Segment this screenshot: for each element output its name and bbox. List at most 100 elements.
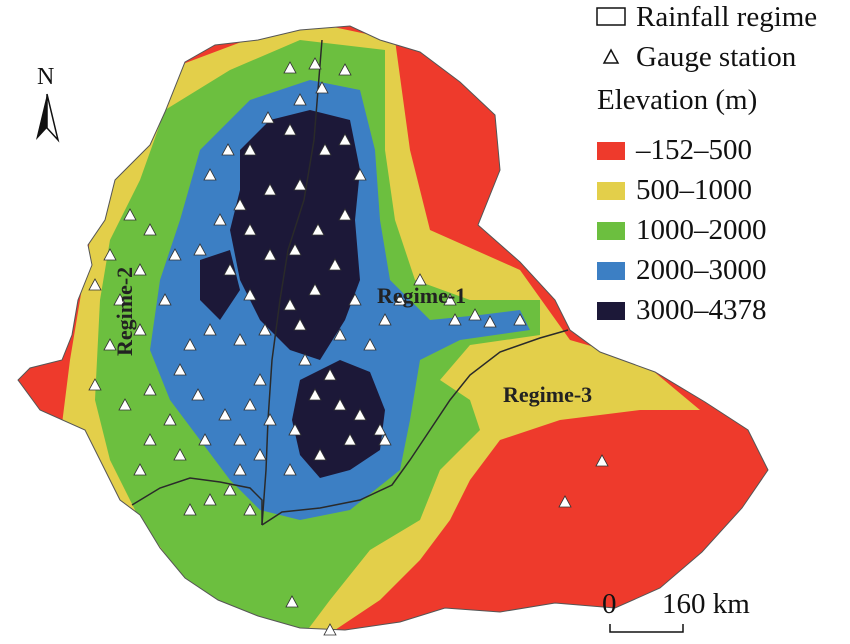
gauge-station-triangle [323, 368, 337, 381]
gauge-station-triangle [338, 133, 352, 146]
gauge-station-triangle [263, 248, 277, 261]
gauge-station-triangle [88, 378, 102, 391]
north-label: N [37, 64, 54, 90]
gauge-station-triangle [113, 293, 127, 306]
rainfall-regime-swatch [596, 7, 626, 26]
gauge-station-triangle [311, 223, 325, 236]
elevation-class-label: 3000–4378 [636, 294, 767, 326]
gauge-station-triangle [468, 308, 482, 321]
gauge-station-triangle [293, 178, 307, 191]
gauge-station-triangle [288, 243, 302, 256]
gauge-station-triangle [133, 263, 147, 276]
gauge-station-triangle [223, 483, 237, 496]
gauge-station-triangle [283, 298, 297, 311]
elevation-summit-zone-north [230, 110, 360, 360]
gauge-station-triangle [373, 423, 387, 436]
gauge-station-triangle [123, 208, 137, 221]
gauge-station-triangle [191, 388, 205, 401]
gauge-station-triangle [103, 338, 117, 351]
regime-boundaries [131, 39, 569, 526]
north-arrow-icon [36, 94, 47, 140]
gauge-station-triangle [293, 93, 307, 106]
gauge-station-triangle [243, 223, 257, 236]
gauge-station-triangle [233, 333, 247, 346]
gauge-station-triangle [133, 463, 147, 476]
elevation-class-label: 500–1000 [636, 174, 752, 206]
gauge-station-triangle [243, 398, 257, 411]
regime-boundary-2-3 [131, 477, 263, 525]
gauge-station-triangle [393, 293, 407, 306]
gauge-station-triangle [163, 413, 177, 426]
gauge-station-triangle [333, 398, 347, 411]
gauge-station-triangle [173, 448, 187, 461]
gauge-station-triangle [183, 503, 197, 516]
gauge-station-triangle [413, 273, 427, 286]
gauge-station-triangle [298, 353, 312, 366]
gauge-station-triangle [293, 318, 307, 331]
scale-bar: 0 160 km [602, 588, 750, 633]
gauge-station-triangle [315, 81, 329, 94]
legend: Rainfall regime Gauge station Elevation … [596, 1, 817, 326]
north-arrow-icon-half [46, 93, 60, 143]
elevation-class-label: 1000–2000 [636, 214, 767, 246]
gauge-station-triangle [173, 363, 187, 376]
gauge-station-triangle [168, 248, 182, 261]
gauge-station-triangle [233, 463, 247, 476]
gauge-station-triangle [338, 208, 352, 221]
regime-boundary-1-3 [261, 329, 569, 526]
elevation-class-swatch [597, 302, 625, 320]
gauge-station-triangle [88, 278, 102, 291]
gauge-station-triangle [221, 143, 235, 156]
elevation-classes: –152–500 500–1000 1000–2000 2000–3000 3000–4… [597, 134, 767, 326]
gauge-station-triangle [338, 63, 352, 76]
elevation-class-label: 2000–3000 [636, 254, 767, 286]
gauge-station-triangle-icon [602, 48, 620, 64]
elevation-class-swatch [597, 182, 625, 200]
gauge-station-triangle [313, 448, 327, 461]
gauge-station-triangle [443, 293, 457, 306]
gauge-station-triangle [283, 463, 297, 476]
gauge-station-triangle [253, 373, 267, 386]
gauge-station-triangle [143, 223, 157, 236]
regime-1-label: Regime-1 [377, 283, 466, 308]
gauge-station-triangle [213, 213, 227, 226]
gauge-station-triangle [363, 338, 377, 351]
gauge-station-triangle [103, 248, 117, 261]
regime-2-label: Regime-2 [112, 267, 137, 356]
scale-distance: 160 km [662, 588, 750, 620]
gauge-station-triangle [323, 623, 337, 636]
north-arrow: N [36, 64, 60, 143]
gauge-station-triangle [353, 168, 367, 181]
gauge-station-triangle [193, 243, 207, 256]
gauge-station-triangle [318, 143, 332, 156]
gauge-station-triangle [261, 111, 275, 124]
gauge-station-triangle [328, 258, 342, 271]
gauge-station-triangle [283, 61, 297, 74]
gauge-station-triangle [263, 183, 277, 196]
gauge-station-triangle [243, 143, 257, 156]
regime-boundary-1-2 [261, 39, 323, 526]
gauge-station-triangle [333, 328, 347, 341]
gauge-station-triangle [143, 383, 157, 396]
gauge-station-triangle [308, 388, 322, 401]
gauge-station-triangle [198, 433, 212, 446]
gauge-station-triangle [378, 313, 392, 326]
gauge-station-triangle [308, 57, 322, 70]
gauge-station-triangle [203, 493, 217, 506]
elevation-class-swatch [597, 222, 625, 240]
gauge-station-triangle [218, 408, 232, 421]
gauge-station-label: Gauge station [636, 41, 797, 73]
gauge-station-triangle [448, 313, 462, 326]
rainfall-regime-label: Rainfall regime [636, 1, 817, 33]
gauge-station-triangle [283, 123, 297, 136]
gauge-station-triangle [308, 283, 322, 296]
gauge-station-triangle [243, 288, 257, 301]
gauge-station-triangle [223, 263, 237, 276]
elevation-class-label: –152–500 [635, 134, 752, 166]
regime-3-label: Regime-3 [503, 382, 592, 407]
country-outline [17, 25, 769, 631]
gauge-station-triangle [378, 433, 392, 446]
gauge-station-triangle [258, 323, 272, 336]
gauge-station-triangle [133, 323, 147, 336]
